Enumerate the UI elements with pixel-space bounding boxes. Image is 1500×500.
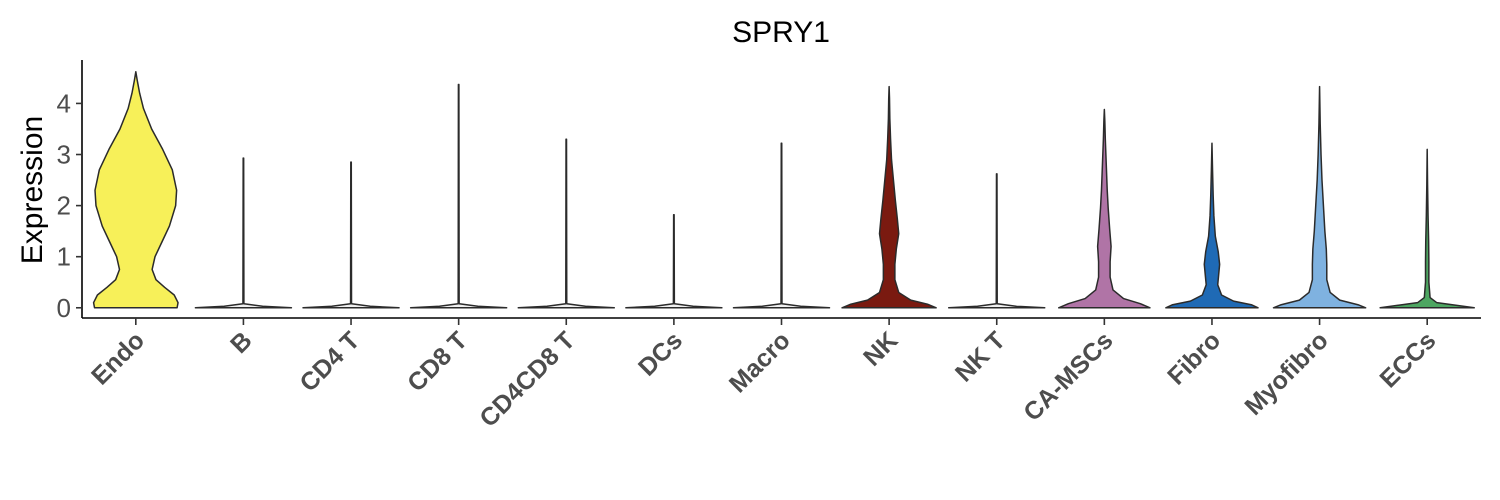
x-ticks: Endo B CD4 T CD8 T CD4CD8 T DCs Macro NK NK T CA-… <box>86 318 1441 433</box>
violin-endo <box>92 71 179 309</box>
violin-cd8-t <box>409 83 508 309</box>
violin-ca-mscs <box>1058 108 1151 309</box>
y-tick-label: 1 <box>57 242 71 272</box>
violin-cd4-t <box>302 161 400 309</box>
y-tick-label: 4 <box>57 88 71 118</box>
y-axis-label: Expression <box>16 116 49 264</box>
violin-macro <box>732 142 831 309</box>
x-tick-label: DCs <box>633 326 688 381</box>
violin-fibro <box>1165 142 1259 309</box>
x-tick-label: CD8 T <box>402 326 473 397</box>
x-tick-label: CD4 T <box>294 326 365 397</box>
violin-myofibro <box>1272 85 1367 309</box>
x-tick-label: Macro <box>724 326 796 398</box>
violin-eccs <box>1379 148 1475 309</box>
y-ticks: 0 1 2 3 4 <box>57 88 82 323</box>
x-tick-label: B <box>225 326 258 359</box>
chart-title: SPRY1 <box>732 16 830 49</box>
violin-nk <box>841 85 937 309</box>
violin-dcs <box>625 214 723 309</box>
y-tick-label: 0 <box>57 293 71 323</box>
x-tick-label: ECCs <box>1374 326 1441 393</box>
violin-nk-t <box>947 173 1046 309</box>
x-tick-label: Myofibro <box>1239 326 1333 420</box>
x-tick-label: Fibro <box>1162 326 1226 390</box>
x-tick-label: Endo <box>86 326 150 390</box>
y-tick-label: 2 <box>57 191 71 221</box>
y-tick-label: 3 <box>57 140 71 170</box>
x-tick-label: NK <box>858 326 903 371</box>
violin-cd4cd8-t <box>517 138 616 309</box>
x-tick-label: CA-MSCs <box>1018 326 1118 426</box>
x-tick-label: CD4CD8 T <box>474 326 580 432</box>
x-tick-label: NK T <box>950 326 1011 387</box>
violins-layer <box>92 71 1475 309</box>
violin-b <box>194 157 293 309</box>
